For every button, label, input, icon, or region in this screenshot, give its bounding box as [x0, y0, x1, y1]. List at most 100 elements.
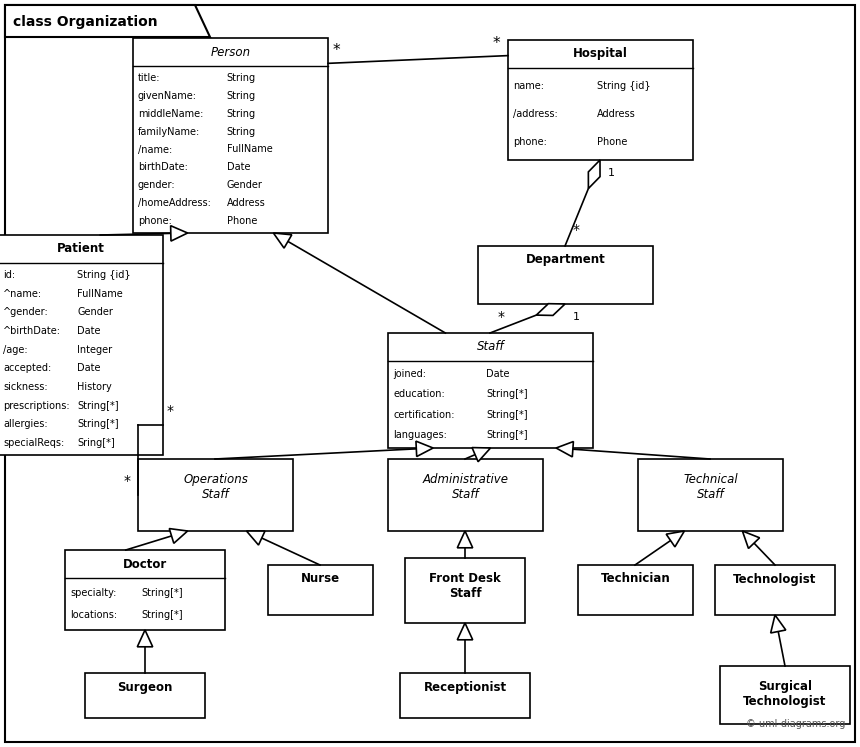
Text: Technician: Technician [600, 572, 671, 586]
Text: gender:: gender: [138, 181, 175, 190]
Bar [85, 673, 205, 718]
Text: joined:: joined: [393, 369, 426, 379]
Text: Phone: Phone [226, 217, 257, 226]
Text: Operations
Staff: Operations Staff [183, 473, 248, 501]
Text: Gender: Gender [77, 308, 113, 317]
Text: education:: education: [393, 389, 445, 400]
Bar [388, 459, 543, 531]
Bar [508, 40, 693, 160]
Bar [578, 565, 693, 615]
Text: Person: Person [211, 46, 250, 58]
Text: History: History [77, 382, 112, 392]
Text: Date: Date [487, 369, 510, 379]
Text: *: * [493, 36, 501, 51]
Bar [478, 246, 653, 304]
Text: String[*]: String[*] [487, 389, 528, 400]
Text: Patient: Patient [57, 243, 104, 255]
Text: String {id}: String {id} [597, 81, 650, 91]
Text: String[*]: String[*] [77, 419, 119, 430]
Text: Receptionist: Receptionist [423, 681, 507, 693]
Text: allergies:: allergies: [3, 419, 47, 430]
Bar [405, 558, 525, 623]
Text: id:: id: [3, 270, 15, 280]
Text: middleName:: middleName: [138, 108, 203, 119]
Polygon shape [458, 623, 473, 639]
Text: String[*]: String[*] [142, 610, 183, 620]
Text: Date: Date [77, 363, 101, 374]
Text: Nurse: Nurse [301, 572, 340, 586]
Polygon shape [537, 304, 565, 315]
Text: accepted:: accepted: [3, 363, 52, 374]
Text: Front Desk
Staff: Front Desk Staff [429, 572, 501, 600]
Text: Address: Address [597, 109, 636, 119]
Text: givenName:: givenName: [138, 90, 197, 101]
Text: /address:: /address: [513, 109, 558, 119]
Text: certification:: certification: [393, 409, 454, 420]
Bar [715, 565, 835, 615]
Text: Integer: Integer [77, 344, 113, 355]
Text: Administrative
Staff: Administrative Staff [422, 473, 508, 501]
Text: FullName: FullName [226, 144, 273, 155]
Polygon shape [170, 226, 187, 241]
Text: String: String [226, 90, 255, 101]
Polygon shape [273, 233, 292, 248]
Text: Date: Date [77, 326, 101, 336]
Text: ^birthDate:: ^birthDate: [3, 326, 61, 336]
Text: Hospital: Hospital [573, 48, 628, 61]
Text: *: * [498, 310, 505, 324]
Text: Phone: Phone [597, 137, 627, 147]
Polygon shape [771, 615, 786, 633]
Bar [0, 235, 163, 455]
Text: phone:: phone: [513, 137, 547, 147]
Text: sickness:: sickness: [3, 382, 47, 392]
Text: /age:: /age: [3, 344, 28, 355]
Polygon shape [5, 5, 210, 37]
Text: *: * [333, 43, 341, 58]
Text: ^gender:: ^gender: [3, 308, 49, 317]
Text: String: String [226, 126, 255, 137]
Text: name:: name: [513, 81, 544, 91]
Text: Gender: Gender [226, 181, 262, 190]
Text: Address: Address [226, 199, 266, 208]
Polygon shape [169, 529, 187, 543]
Polygon shape [556, 441, 574, 457]
Bar [638, 459, 783, 531]
Bar [720, 666, 850, 724]
Text: Surgeon: Surgeon [117, 681, 173, 693]
Text: String[*]: String[*] [142, 588, 183, 598]
Bar [388, 333, 593, 448]
Polygon shape [458, 531, 473, 548]
Polygon shape [742, 531, 759, 548]
Text: © uml-diagrams.org: © uml-diagrams.org [746, 719, 845, 729]
Text: String: String [226, 72, 255, 83]
Polygon shape [472, 447, 490, 462]
Text: locations:: locations: [70, 610, 117, 620]
Bar [268, 565, 373, 615]
Text: specialReqs:: specialReqs: [3, 438, 64, 448]
Text: Technical
Staff: Technical Staff [683, 473, 738, 501]
Text: String: String [226, 108, 255, 119]
Text: specialty:: specialty: [70, 588, 116, 598]
Text: /name:: /name: [138, 144, 172, 155]
Text: languages:: languages: [393, 430, 447, 440]
Text: /homeAddress:: /homeAddress: [138, 199, 211, 208]
Bar [133, 38, 328, 233]
Bar [65, 550, 225, 630]
Text: Technologist: Technologist [734, 572, 817, 586]
Text: Staff: Staff [476, 341, 504, 353]
Text: FullName: FullName [77, 289, 123, 299]
Text: phone:: phone: [138, 217, 172, 226]
Text: Sring[*]: Sring[*] [77, 438, 115, 448]
Bar [138, 459, 293, 531]
Text: title:: title: [138, 72, 161, 83]
Polygon shape [247, 531, 265, 545]
Text: Department: Department [525, 253, 605, 267]
Text: Surgical
Technologist: Surgical Technologist [743, 680, 826, 708]
Text: prescriptions:: prescriptions: [3, 400, 70, 411]
Text: birthDate:: birthDate: [138, 162, 187, 173]
Text: *: * [124, 474, 131, 488]
Text: 1: 1 [573, 312, 580, 322]
Text: 1: 1 [608, 168, 615, 178]
Text: class Organization: class Organization [13, 15, 157, 29]
Text: String[*]: String[*] [77, 400, 119, 411]
